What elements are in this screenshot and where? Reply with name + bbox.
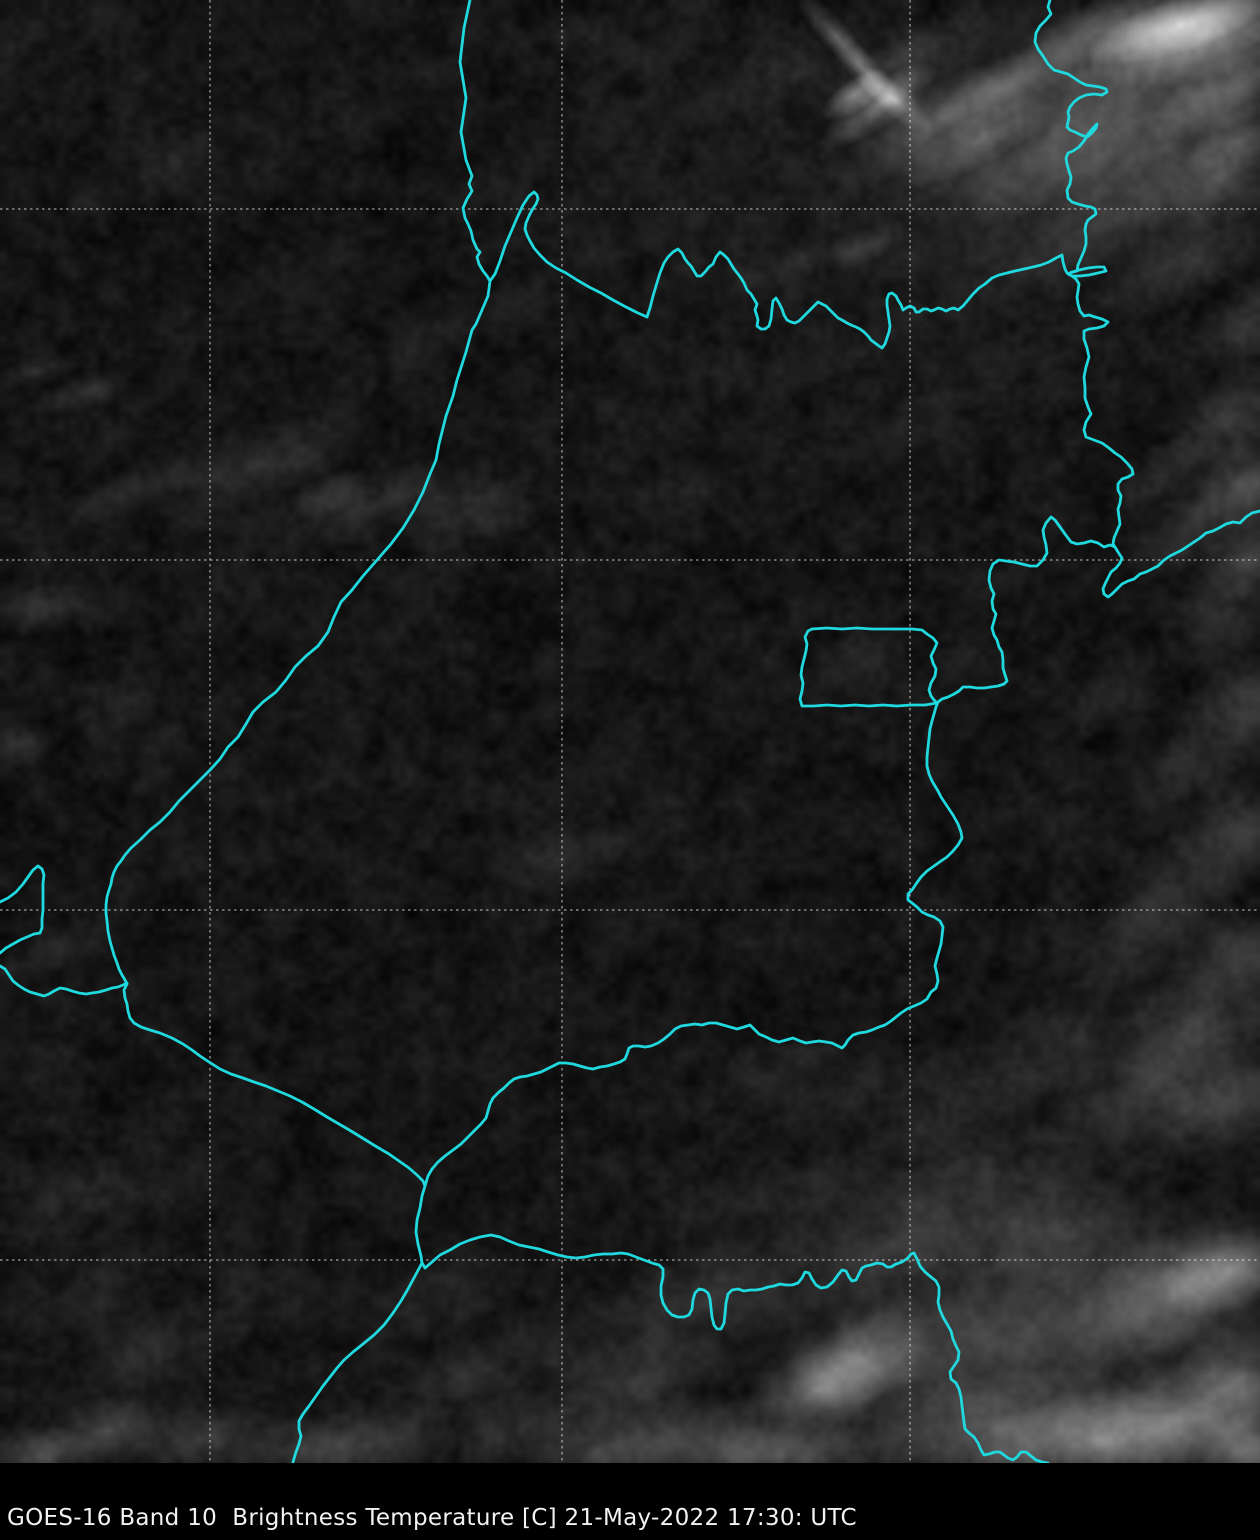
state-borders <box>0 0 1260 1463</box>
border-federal-district <box>798 626 939 708</box>
border-left-pennant <box>0 864 46 955</box>
border-northeast <box>1033 0 1260 599</box>
border-goias-west-arc <box>423 515 1117 1188</box>
border-river-west-and-south <box>104 0 1050 1463</box>
border-junction-spur <box>1068 265 1108 278</box>
caption-text: GOES-16 Band 10 Brightness Temperature [… <box>7 1505 857 1531</box>
border-west-stub <box>0 964 129 998</box>
graticule <box>0 0 1260 1463</box>
map-overlay <box>0 0 1260 1463</box>
border-north-zigzag <box>488 190 1069 350</box>
border-southwest-branch <box>291 1261 424 1463</box>
